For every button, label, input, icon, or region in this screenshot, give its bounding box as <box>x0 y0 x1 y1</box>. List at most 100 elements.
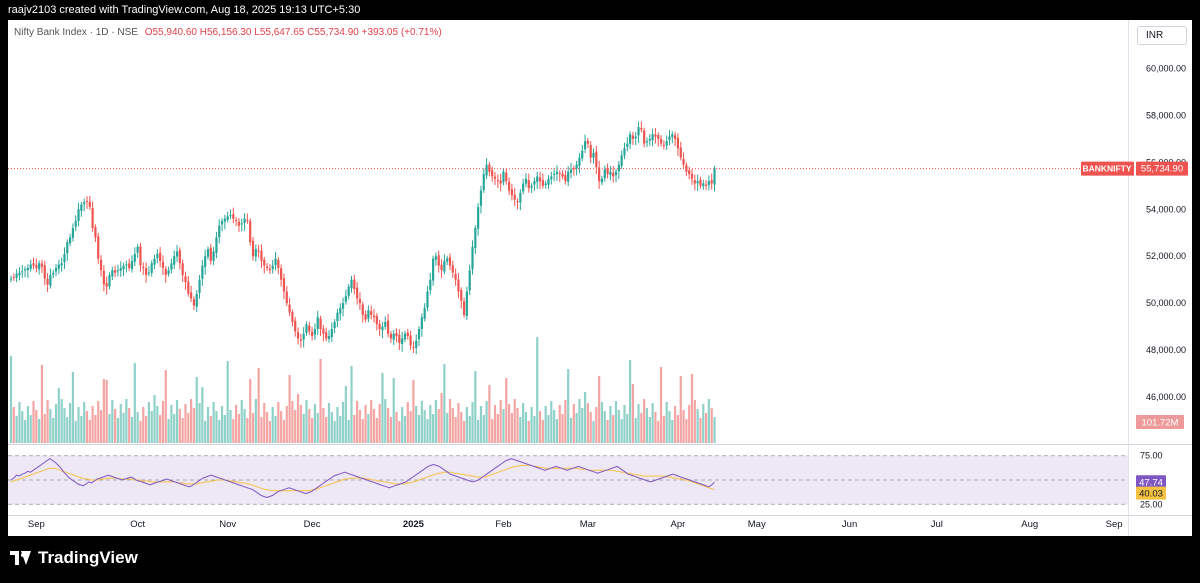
candle-body <box>384 321 387 327</box>
candle-body <box>128 263 131 268</box>
candle-body <box>251 240 255 257</box>
tradingview-branding[interactable]: TradingView <box>10 548 138 568</box>
volume-bar <box>133 363 136 443</box>
volume-bar <box>353 415 356 443</box>
candle-body <box>29 264 32 269</box>
candle-body <box>173 256 176 265</box>
volume-bar <box>339 416 342 443</box>
candle-body <box>161 261 165 268</box>
candle-body <box>330 328 333 338</box>
volume-bar <box>544 406 547 443</box>
candle-body <box>386 320 390 334</box>
volume-bar <box>637 404 640 443</box>
candle-body <box>240 223 243 225</box>
candle-body <box>533 181 536 185</box>
volume-bar <box>268 421 271 443</box>
symbol-legend: Nifty Bank Index · 1D · NSE O55,940.60 H… <box>14 27 442 38</box>
volume-bar <box>558 405 561 443</box>
candle-body <box>527 180 530 189</box>
candle-body <box>111 270 114 277</box>
candle-body <box>614 171 618 176</box>
candle-body <box>212 251 215 261</box>
candle-body <box>260 250 263 261</box>
candle-body <box>77 209 80 221</box>
volume-bar <box>164 370 167 443</box>
candle-body <box>311 331 314 337</box>
candle-body <box>567 171 570 182</box>
candle-body <box>294 320 297 332</box>
x-tick-label: Feb <box>495 519 511 530</box>
volume-bar <box>620 419 623 443</box>
volume-bar <box>572 404 575 443</box>
volume-bar <box>125 399 128 443</box>
candle-body <box>592 152 595 158</box>
volume-bar <box>187 413 190 443</box>
chart-panel[interactable] <box>8 20 1192 536</box>
candle-body <box>358 298 362 304</box>
volume-bar <box>327 403 331 443</box>
candle-body <box>547 178 550 185</box>
y-tick-label: 50,000.00 <box>1146 298 1186 308</box>
volume-bar <box>569 418 573 443</box>
volume-bar <box>63 408 66 443</box>
volume-bar <box>288 375 291 443</box>
x-tick-label: Oct <box>130 519 145 530</box>
y-tick-label: 46,000.00 <box>1146 392 1186 402</box>
volume-bar <box>60 399 63 443</box>
volume-bar <box>583 392 587 443</box>
volume-bar <box>657 421 660 443</box>
currency-button[interactable]: INR <box>1137 26 1187 45</box>
volume-bar <box>122 413 125 443</box>
candle-body <box>657 135 660 139</box>
candle-body <box>541 180 544 186</box>
candle-body <box>257 250 260 252</box>
candle-body <box>465 291 468 317</box>
candle-body <box>52 272 55 275</box>
candle-body <box>296 332 300 339</box>
candle-body <box>159 252 162 261</box>
x-tick-label: Jun <box>842 519 857 530</box>
candle-body <box>496 180 499 182</box>
volume-bar <box>651 403 654 443</box>
volume-bar <box>474 371 477 443</box>
volume-bar <box>257 368 260 443</box>
volume-bar <box>665 402 668 443</box>
volume-bar <box>105 380 108 443</box>
candle-body <box>603 169 606 179</box>
symbol-label: BANKNIFTY <box>1082 164 1131 174</box>
volume-bar <box>713 417 716 443</box>
volume-bar <box>94 415 97 443</box>
change-value: +393.05 (+0.71%) <box>361 27 442 38</box>
volume-bar <box>280 411 283 443</box>
volume-bar <box>412 380 415 443</box>
candle-body <box>415 340 418 349</box>
volume-bar <box>564 400 567 443</box>
candle-body <box>477 206 480 229</box>
candle-body <box>282 278 286 292</box>
volume-bar <box>215 411 218 443</box>
volume-bar <box>246 418 249 443</box>
candle-body <box>572 168 575 170</box>
candle-body <box>507 182 511 191</box>
candle-body <box>578 157 581 166</box>
candle-body <box>235 219 238 222</box>
candle-body <box>713 168 716 185</box>
candle-body <box>693 180 696 184</box>
candle-body <box>325 332 328 339</box>
candle-body <box>144 268 148 276</box>
volume-bar <box>654 412 657 443</box>
candle-body <box>555 171 559 174</box>
candle-body <box>699 179 702 186</box>
rsi-tick-label: 75.00 <box>1140 451 1163 461</box>
volume-bar <box>173 414 176 443</box>
brand-name: TradingView <box>38 548 138 567</box>
candle-body <box>640 128 643 130</box>
candle-body <box>409 335 412 346</box>
volume-bar <box>178 409 181 443</box>
candle-body <box>493 176 497 179</box>
candle-body <box>530 185 533 188</box>
candle-body <box>702 183 705 187</box>
volume-bar <box>358 410 362 443</box>
volume-bar <box>600 402 604 443</box>
